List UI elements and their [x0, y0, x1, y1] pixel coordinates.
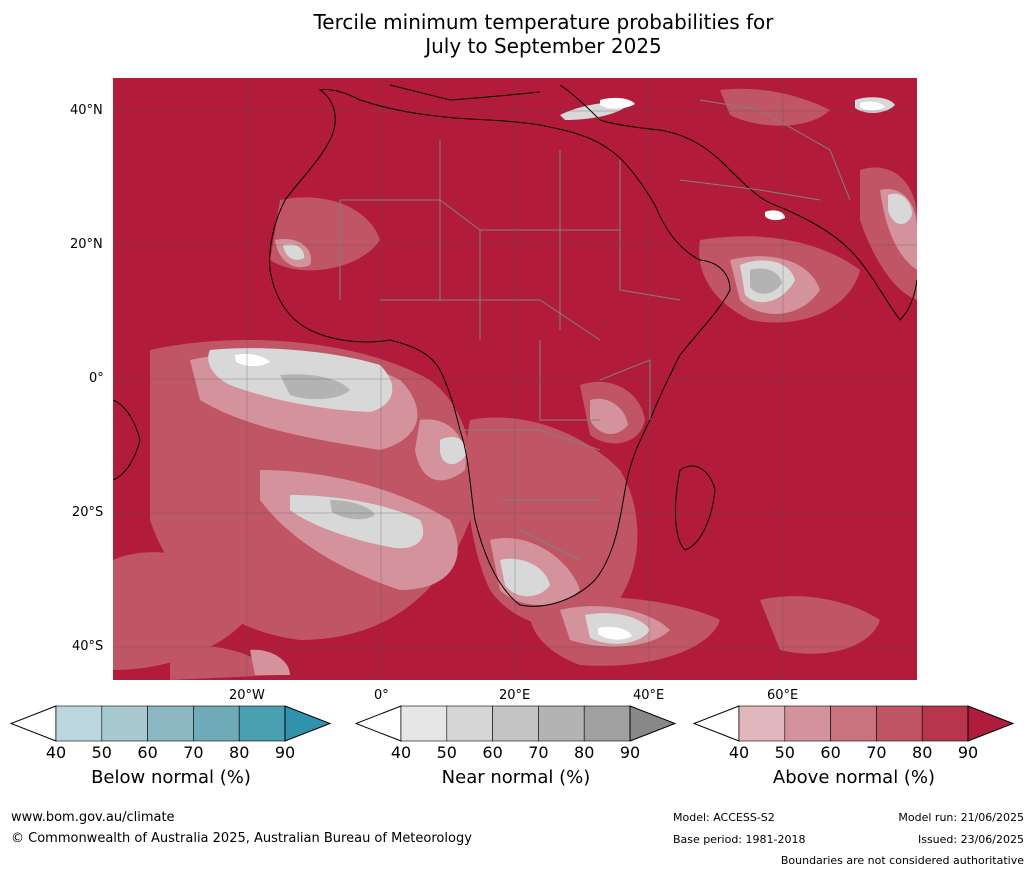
colorbar-tick-label: 50 — [436, 743, 457, 762]
footer-issued: Issued: 23/06/2025 — [917, 833, 1024, 846]
colorbar-segment — [238, 705, 286, 742]
colorbar-below-title: Below normal (%) — [91, 767, 251, 788]
colorbar-segment — [538, 705, 585, 742]
colorbar-segment — [400, 705, 448, 742]
colorbar-tick-label: 80 — [574, 743, 595, 762]
colorbar-near-title: Near normal (%) — [441, 767, 591, 788]
colorbar-below-normal: 40 50 60 70 80 90 Below normal (%) — [9, 705, 332, 805]
colorbar-max-arrow — [967, 705, 1015, 742]
footer-disclaimer: Boundaries are not considered authoritat… — [780, 854, 1024, 867]
graticule — [113, 78, 917, 680]
colorbar-segment — [830, 705, 877, 742]
footer-copyright: © Commonwealth of Australia 2025, Austra… — [11, 831, 472, 846]
colorbar-segment — [492, 705, 539, 742]
colorbar-tick-label: 70 — [866, 743, 887, 762]
lat-label-40n: 40°N — [70, 103, 103, 118]
colorbar-segment — [446, 705, 493, 742]
lat-label-20n: 20°N — [70, 237, 103, 252]
lon-label-40e: 40°E — [633, 688, 665, 703]
colorbar-tick-label: 60 — [137, 743, 158, 762]
footer-model-run: Model run: 21/06/2025 — [898, 811, 1024, 824]
footer-model: Model: ACCESS-S2 — [673, 811, 775, 824]
probability-map — [113, 78, 917, 680]
title-line-2: July to September 2025 — [425, 34, 662, 58]
lon-label-0: 0° — [374, 688, 389, 703]
colorbar-above-title: Above normal (%) — [772, 767, 936, 788]
map-title: Tercile minimum temperature probabilitie… — [0, 10, 1035, 58]
footer-website[interactable]: www.bom.gov.au/climate — [11, 810, 175, 825]
colorbar-tick-label: 70 — [528, 743, 549, 762]
colorbar-tick-label: 40 — [390, 743, 412, 762]
colorbar-tick-label: 40 — [728, 743, 750, 762]
colorbar-segment — [876, 705, 923, 742]
colorbar-min-arrow — [354, 705, 402, 742]
colorbar-segment — [784, 705, 831, 742]
colorbar-tick-label: 60 — [820, 743, 841, 762]
title-line-1: Tercile minimum temperature probabilitie… — [313, 10, 774, 34]
colorbar-tick-label: 90 — [274, 743, 296, 762]
lon-label-20e: 20°E — [499, 688, 531, 703]
footer-base-period: Base period: 1981-2018 — [673, 833, 806, 846]
colorbar-tick-label: 80 — [229, 743, 250, 762]
colorbar-segment — [193, 705, 240, 742]
colorbar-segment — [147, 705, 194, 742]
lon-label-60e: 60°E — [767, 688, 799, 703]
colorbar-tick-label: 50 — [91, 743, 112, 762]
white-patches — [235, 97, 885, 640]
colorbar-tick-label: 90 — [619, 743, 641, 762]
colorbar-segment — [101, 705, 148, 742]
colorbar-tick-label: 80 — [912, 743, 933, 762]
colorbar-tick-label: 50 — [774, 743, 795, 762]
colorbar-min-arrow — [692, 705, 740, 742]
colorbar-tick-label: 40 — [45, 743, 67, 762]
country-borders — [339, 99, 851, 561]
colorbar-above-svg — [692, 705, 1015, 742]
colorbar-segment — [921, 705, 969, 742]
colorbar-max-arrow — [284, 705, 332, 742]
colorbar-tick-label: 60 — [482, 743, 503, 762]
colorbar-segment — [583, 705, 631, 742]
colorbar-below-svg — [9, 705, 332, 742]
colorbar-segment — [55, 705, 103, 742]
colorbar-tick-label: 90 — [957, 743, 979, 762]
colorbar-tick-label: 70 — [183, 743, 204, 762]
colorbar-max-arrow — [629, 705, 677, 742]
coastlines — [113, 84, 917, 607]
lat-label-equator: 0° — [89, 371, 104, 386]
colorbar-above-normal: 40 50 60 70 80 90 Above normal (%) — [692, 705, 1015, 805]
colorbar-near-normal: 40 50 60 70 80 90 Near normal (%) — [354, 705, 677, 805]
colorbar-min-arrow — [9, 705, 57, 742]
lat-label-40s: 40°S — [72, 639, 104, 654]
colorbar-near-svg — [354, 705, 677, 742]
lon-label-20w: 20°W — [229, 688, 265, 703]
near-normal-core-patches — [280, 268, 782, 520]
lat-label-20s: 20°S — [72, 505, 104, 520]
colorbar-segment — [738, 705, 786, 742]
